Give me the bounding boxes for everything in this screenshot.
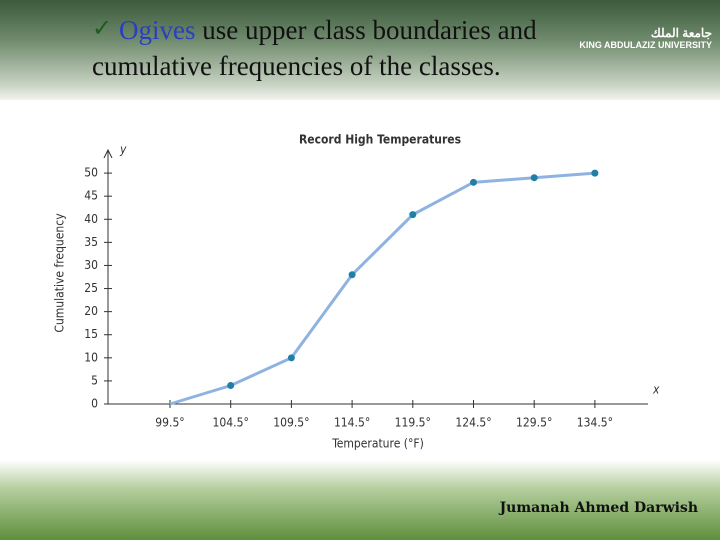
chart-title: Record High Temperatures xyxy=(299,133,461,147)
x-tick-label: 99.5° xyxy=(155,416,184,430)
x-tick-label: 129.5° xyxy=(516,416,552,430)
x-tick-label: 134.5° xyxy=(577,416,613,430)
y-tick-label: 0 xyxy=(91,397,98,411)
bullet-text: Ogives use upper class boundaries and cu… xyxy=(92,12,652,84)
point xyxy=(227,382,235,390)
y-axis-label: Cumulative frequency xyxy=(53,213,67,333)
point xyxy=(409,211,417,219)
y-axis-letter: y xyxy=(119,143,127,157)
y-tick-label: 15 xyxy=(84,327,98,341)
author: Jumanah Ahmed Darwish xyxy=(499,500,698,516)
logo: جامعة الملك KING ABDULAZIZ UNIVERSITY xyxy=(579,26,712,50)
ogive-line xyxy=(169,171,596,406)
bullet-check: ✓ xyxy=(92,15,113,42)
y-tick-label: 35 xyxy=(84,235,98,249)
y-tick-label: 20 xyxy=(84,304,98,318)
y-tick-label: 25 xyxy=(84,281,98,295)
y-tick-label: 40 xyxy=(84,212,98,226)
footer-band xyxy=(0,460,720,540)
x-tick-label: 109.5° xyxy=(273,416,309,430)
y-tick-label: 10 xyxy=(84,350,98,364)
x-tick-label: 119.5° xyxy=(395,416,431,430)
y-tick-label: 30 xyxy=(84,258,98,272)
point xyxy=(348,271,356,279)
x-axis-letter: x xyxy=(652,383,660,397)
y-tick-label: 5 xyxy=(91,373,98,387)
x-tick-label: 124.5° xyxy=(455,416,491,430)
x-axis-label: Temperature (°F) xyxy=(331,437,424,451)
point xyxy=(591,169,599,177)
point xyxy=(470,178,477,186)
y-tick-label: 45 xyxy=(84,189,98,203)
x-tick-label: 104.5° xyxy=(213,416,249,430)
highlight: Ogives xyxy=(119,15,196,45)
y-arrow xyxy=(103,148,113,159)
logo-english: KING ABDULAZIZ UNIVERSITY xyxy=(579,40,712,50)
header-band xyxy=(0,0,720,100)
x-tick-label: 114.5° xyxy=(334,416,370,430)
chart: Record High Temperatures y x Cumulative fre… xyxy=(42,123,666,459)
y-tick-label: 50 xyxy=(84,166,98,180)
point xyxy=(530,174,538,182)
point xyxy=(287,354,295,362)
logo-arabic: جامعة الملك xyxy=(650,26,712,40)
bullet-body: use upper class boundaries and cumulativ… xyxy=(92,15,537,81)
